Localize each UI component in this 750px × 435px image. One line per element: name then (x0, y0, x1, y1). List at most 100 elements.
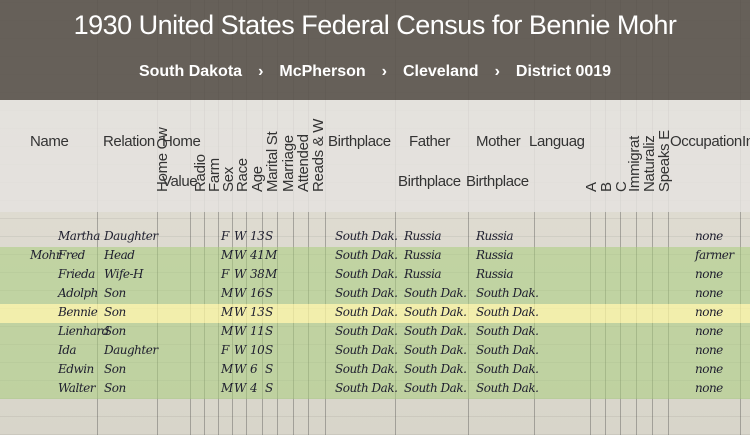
cell-birthplace: South Dak. (335, 248, 398, 262)
col-mother-birthplace-1[interactable]: Mother (476, 133, 521, 150)
cell-given-name: Martha (58, 229, 100, 243)
table-row[interactable]: Edwin Son M W 6 S South Dak. South Dak. South Da… (0, 361, 750, 380)
table-row[interactable]: Adolph Son M W 16 S South Dak. South Dak. South … (0, 285, 750, 304)
table-row[interactable]: Ida Daughter F W 10 S South Dak. South Dak. Sout… (0, 342, 750, 361)
cell-age: 11 (250, 324, 265, 338)
cell-occupation: none (695, 267, 723, 281)
cell-race: W (234, 381, 246, 395)
cell-birthplace: South Dak. (335, 362, 398, 376)
col-relation[interactable]: Relation (103, 133, 155, 150)
table-row[interactable]: Walter Son M W 4 S South Dak. South Dak. South D… (0, 380, 750, 399)
cell-mother-birthplace: South Dak. (476, 286, 539, 300)
cell-age: 41 (250, 248, 265, 262)
chevron-right-icon: › (381, 63, 387, 80)
col-birthplace[interactable]: Birthplace (328, 133, 391, 150)
cell-occupation: none (695, 343, 723, 357)
cell-age: 10 (250, 343, 265, 357)
cell-mother-birthplace: Russia (476, 267, 514, 281)
cell-sex: M (221, 248, 233, 262)
col-reads[interactable]: Reads & W (310, 118, 327, 192)
cell-sex: M (221, 362, 233, 376)
cell-race: W (234, 343, 246, 357)
cell-relation: Head (104, 248, 135, 262)
cell-given-name: Walter (58, 381, 95, 395)
table-row[interactable]: Bennie Son M W 13 S South Dak. South Dak. South … (0, 304, 750, 323)
cell-given-name: Frieda (58, 267, 95, 281)
col-name[interactable]: Name (30, 133, 69, 150)
cell-father-birthplace: South Dak. (404, 286, 467, 300)
cell-mother-birthplace: Russia (476, 229, 514, 243)
cell-occupation: none (695, 362, 723, 376)
col-value[interactable]: Value (162, 173, 198, 190)
cell-relation: Son (104, 324, 126, 338)
record-header-banner: 1930 United States Federal Census for Be… (0, 0, 750, 100)
cell-race: W (234, 362, 246, 376)
cell-given-name: Lienhard (58, 324, 109, 338)
cell-given-name: Edwin (58, 362, 94, 376)
cell-marital-status: S (265, 381, 273, 395)
cell-birthplace: South Dak. (335, 381, 398, 395)
cell-mother-birthplace: South Dak. (476, 362, 539, 376)
col-father-birthplace-1[interactable]: Father (409, 133, 450, 150)
cell-sex: F (221, 229, 229, 243)
cell-mother-birthplace: South Dak. (476, 324, 539, 338)
table-row[interactable]: Mohr Fred Head M W 41 M South Dak. Russia Russia f… (0, 247, 750, 266)
cell-race: W (234, 248, 246, 262)
cell-mother-birthplace: Russia (476, 248, 514, 262)
cell-father-birthplace: South Dak. (404, 381, 467, 395)
cell-race: W (234, 324, 246, 338)
breadcrumb-state[interactable]: South Dakota (138, 63, 243, 80)
cell-marital-status: S (265, 305, 273, 319)
cell-age: 13 (250, 229, 265, 243)
cell-father-birthplace: South Dak. (404, 343, 467, 357)
cell-relation: Son (104, 305, 126, 319)
cell-birthplace: South Dak. (335, 343, 398, 357)
cell-age: 4 (250, 381, 258, 395)
cell-relation: Daughter (104, 229, 158, 243)
col-marital[interactable]: Marital St (264, 131, 281, 192)
cell-mother-birthplace: South Dak. (476, 343, 539, 357)
col-home[interactable]: Home (162, 133, 201, 150)
col-industry[interactable]: In (742, 133, 750, 150)
cell-sex: M (221, 381, 233, 395)
cell-birthplace: South Dak. (335, 305, 398, 319)
cell-relation: Son (104, 381, 126, 395)
cell-marital-status: S (265, 343, 273, 357)
cell-race: W (234, 286, 246, 300)
table-row[interactable]: Martha Daughter F W 13 S South Dak. Russia Russi… (0, 228, 750, 247)
cell-father-birthplace: Russia (404, 267, 442, 281)
cell-mother-birthplace: South Dak. (476, 381, 539, 395)
cell-relation: Daughter (104, 343, 158, 357)
cell-relation: Wife-H (104, 267, 144, 281)
cell-occupation: none (695, 286, 723, 300)
table-row[interactable]: Lienhard Son M W 11 S South Dak. South Dak. Sout… (0, 323, 750, 342)
cell-marital-status: S (265, 286, 273, 300)
cell-surname: Mohr (30, 248, 61, 262)
col-occupation[interactable]: Occupation (670, 133, 742, 150)
cell-sex: M (221, 286, 233, 300)
cell-relation: Son (104, 362, 126, 376)
breadcrumb-township[interactable]: Cleveland (402, 63, 479, 80)
cell-sex: F (221, 267, 229, 281)
breadcrumb: South Dakota › McPherson › Cleveland › D… (0, 63, 750, 81)
col-father-birthplace-2[interactable]: Birthplace (398, 173, 461, 190)
cell-age: 38 (250, 267, 265, 281)
breadcrumb-county[interactable]: McPherson (279, 63, 366, 80)
cell-occupation: none (695, 324, 723, 338)
cell-birthplace: South Dak. (335, 267, 398, 281)
cell-marital-status: S (265, 324, 273, 338)
col-home-owned[interactable]: Home Ow (154, 127, 171, 192)
cell-father-birthplace: Russia (404, 229, 442, 243)
cell-occupation: none (695, 305, 723, 319)
cell-age: 16 (250, 286, 265, 300)
cell-birthplace: South Dak. (335, 229, 398, 243)
cell-birthplace: South Dak. (335, 324, 398, 338)
table-row[interactable]: Frieda Wife-H F W 38 M South Dak. Russia Russia n… (0, 266, 750, 285)
breadcrumb-district[interactable]: District 0019 (515, 63, 612, 80)
col-mother-birthplace-2[interactable]: Birthplace (466, 173, 529, 190)
cell-father-birthplace: South Dak. (404, 362, 467, 376)
cell-race: W (234, 229, 246, 243)
cell-occupation: none (695, 381, 723, 395)
cell-father-birthplace: South Dak. (404, 305, 467, 319)
col-language[interactable]: Languag (529, 133, 585, 150)
